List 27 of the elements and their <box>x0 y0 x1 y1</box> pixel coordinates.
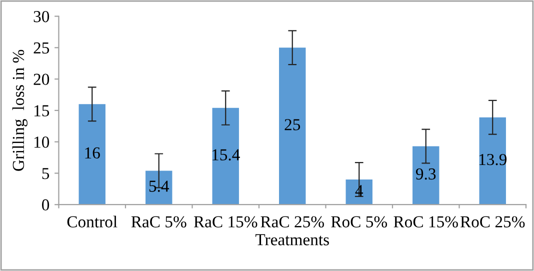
y-tick-label: 30 <box>34 10 50 22</box>
y-tick-label: 15 <box>34 105 50 116</box>
bar <box>346 179 372 205</box>
bar <box>146 170 172 205</box>
y-tick-label: 20 <box>34 74 50 85</box>
x-tick-label: RoC 15% <box>394 216 458 228</box>
y-tick-label: 5 <box>42 168 50 180</box>
x-tick-label: RoC 25% <box>460 216 525 228</box>
bar <box>412 146 440 205</box>
bar <box>279 48 306 205</box>
y-tick-label: 0 <box>42 199 50 211</box>
x-tick-label: RoC 5% <box>331 216 388 228</box>
x-tick-label: RaC 5% <box>131 216 186 228</box>
data-label: 9.3 <box>416 168 436 180</box>
data-label: 25 <box>284 119 300 130</box>
bar <box>212 108 239 205</box>
x-tick-label: RaC 15% <box>194 216 258 228</box>
x-axis-title: Treatments <box>255 234 329 246</box>
y-axis-title: Grilling loss in % <box>12 50 28 171</box>
x-tick-label: RaC 25% <box>260 216 324 228</box>
data-label: 16 <box>85 147 100 159</box>
x-tick-label: Control <box>67 216 118 228</box>
bar <box>479 117 506 205</box>
y-tick-label: 10 <box>34 136 50 148</box>
y-tick-label: 25 <box>34 42 50 54</box>
bar <box>78 104 106 205</box>
data-label: 5.4 <box>149 180 170 192</box>
